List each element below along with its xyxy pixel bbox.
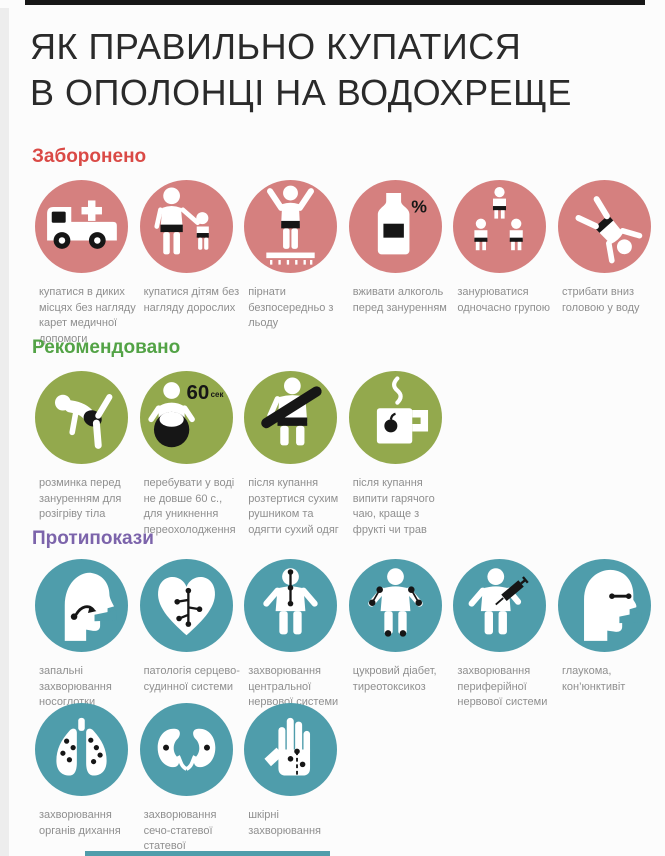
icon-circle: % <box>348 180 442 273</box>
page-title: ЯК ПРАВИЛЬНО КУПАТИСЯ В ОПОЛОНЦІ НА ВОДО… <box>30 24 572 116</box>
eye-disease-icon <box>584 569 642 641</box>
list-item: глаукома, кон’юнктивіт <box>556 559 661 711</box>
item-caption: патологія серцево-судинної системи <box>143 665 240 693</box>
item-caption: розминка перед зануренням для розігріву … <box>39 477 122 520</box>
item-caption: купатися дітям без нагляду дорослих <box>143 286 240 314</box>
icon-circle <box>244 371 338 464</box>
list-item: цукровий діабет, тиреотоксикоз <box>347 559 452 711</box>
ambulance-icon <box>47 200 117 249</box>
lungs-icon <box>56 717 107 776</box>
item-caption: після купання розтертися сухим рушником … <box>248 477 339 536</box>
contraindications-row-1: запальні захворювання носоглотки патолог… <box>33 559 661 711</box>
list-item: захворювання органів дихання <box>33 703 138 855</box>
list-item: після купання розтертися сухим рушником … <box>242 371 347 538</box>
list-item: після купання випити гарячого чаю, краще… <box>347 371 452 538</box>
timer-60-label: 60 <box>186 381 209 404</box>
icon-circle <box>348 559 442 652</box>
forbidden-items-row: купатися в диких місцях без нагляду каре… <box>33 180 661 347</box>
cns-icon <box>263 568 318 635</box>
hot-tea-icon <box>376 376 428 444</box>
item-caption: захворювання органів дихання <box>39 809 121 837</box>
warmup-icon <box>54 394 113 449</box>
group-bathing-icon <box>474 186 524 251</box>
bottom-accent-bar <box>85 851 330 856</box>
list-item: захворювання центральної нервової систем… <box>242 559 347 711</box>
list-item: занурюватися одночасно групою <box>451 180 556 347</box>
icon-circle <box>35 371 128 464</box>
timer-60s-icon: 60 сек <box>147 381 223 448</box>
icon-circle <box>453 180 547 273</box>
icon-circle: 60 сек <box>139 371 233 464</box>
item-caption: після купання випити гарячого чаю, краще… <box>352 477 435 536</box>
list-item: запальні захворювання носоглотки <box>33 559 138 711</box>
contraindications-row-2: захворювання органів дихання захворюванн… <box>33 703 347 855</box>
icon-circle <box>244 559 338 652</box>
icon-circle <box>35 559 128 652</box>
item-caption: захворювання центральної нервової систем… <box>248 665 339 708</box>
section-heading-forbidden: Заборонено <box>32 146 147 167</box>
item-caption: захворювання сечо-статевої статевої <box>143 809 217 852</box>
timer-sec-label: сек <box>210 390 223 399</box>
list-item: 60 сек перебувати у воді не довше 60 с.,… <box>138 371 243 538</box>
icon-circle <box>244 703 338 796</box>
title-line-1: ЯК ПРАВИЛЬНО КУПАТИСЯ <box>30 26 522 67</box>
towel-icon <box>261 377 322 446</box>
headfirst-jump-icon <box>575 196 643 264</box>
icon-circle <box>348 371 442 464</box>
list-item: розминка перед зануренням для розігріву … <box>33 371 138 538</box>
item-caption: цукровий діабет, тиреотоксикоз <box>352 665 437 693</box>
list-item: стрибати вниз головою у воду <box>556 180 661 347</box>
list-item: купатися дітям без нагляду дорослих <box>138 180 243 347</box>
alcohol-percent-label: % <box>411 197 427 217</box>
item-caption: занурюватися одночасно групою <box>457 286 551 314</box>
item-caption: купатися в диких місцях без нагляду каре… <box>39 286 136 345</box>
left-edge-strip <box>0 8 9 856</box>
icon-circle <box>139 180 233 273</box>
heart-disease-icon <box>157 577 215 636</box>
list-item: захворювання сечо-статевої статевої <box>138 703 243 855</box>
list-item: патологія серцево-судинної системи <box>138 559 243 711</box>
adult-child-icon <box>154 187 209 255</box>
icon-circle <box>557 180 651 273</box>
list-item: шкірні захворювання <box>242 703 347 855</box>
section-heading-contraindications: Протипокази <box>32 528 154 549</box>
item-caption: захворювання периферійної нервової систе… <box>457 665 548 708</box>
dive-from-ice-icon <box>266 185 315 265</box>
alcohol-bottle-icon: % <box>377 193 427 255</box>
icon-circle <box>557 559 651 652</box>
item-caption: перебувати у воді не довше 60 с., для ун… <box>143 477 236 536</box>
recommended-items-row: розминка перед зануренням для розігріву … <box>33 371 451 538</box>
title-line-2: В ОПОЛОНЦІ НА ВОДОХРЕЩЕ <box>30 72 572 113</box>
list-item: пірнати безпосередньо з льоду <box>242 180 347 347</box>
skin-hand-icon <box>264 717 311 776</box>
top-border-bar <box>25 0 645 5</box>
list-item: % вживати алкоголь перед зануренням <box>347 180 452 347</box>
icon-circle <box>35 703 128 796</box>
item-caption: глаукома, кон’юнктивіт <box>561 665 626 693</box>
list-item: купатися в диких місцях без нагляду каре… <box>33 180 138 347</box>
list-item: захворювання периферійної нервової систе… <box>451 559 556 711</box>
item-caption: пірнати безпосередньо з льоду <box>248 286 334 329</box>
icon-circle <box>139 703 233 796</box>
icon-circle <box>139 559 233 652</box>
item-caption: вживати алкоголь перед зануренням <box>352 286 447 314</box>
item-caption: стрибати вниз головою у воду <box>561 286 640 314</box>
section-heading-recommended: Рекомендовано <box>32 337 181 358</box>
nasopharynx-icon <box>64 572 117 641</box>
icon-circle <box>244 180 338 273</box>
kidneys-icon <box>157 728 215 771</box>
item-caption: шкірні захворювання <box>248 809 321 837</box>
diabetes-icon <box>368 568 423 637</box>
peripheral-nerves-icon <box>468 568 530 635</box>
icon-circle <box>453 559 547 652</box>
icon-circle <box>35 180 128 273</box>
